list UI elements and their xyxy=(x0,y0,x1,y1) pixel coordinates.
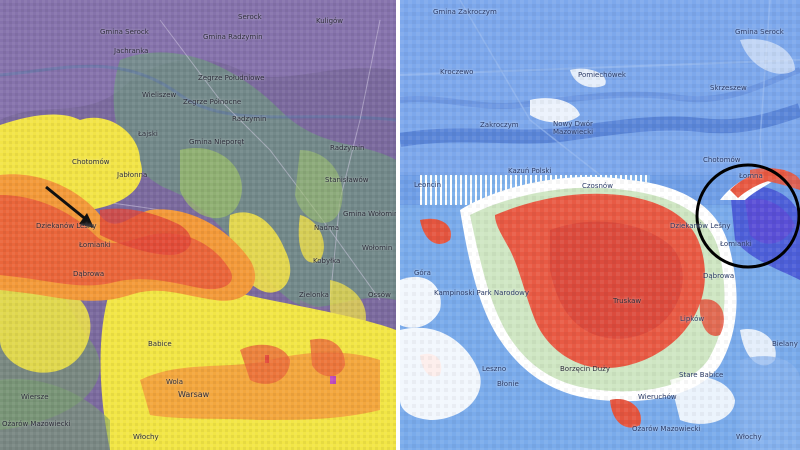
map-label-radzymin-2: Radzymin xyxy=(330,144,365,152)
map-label-gmina-wolomin: Gmina Wołomin xyxy=(343,210,396,218)
map-label-radzymin: Radzymin xyxy=(232,115,267,123)
arrow-head xyxy=(79,213,94,228)
map-label-wieliszew: Wieliszew xyxy=(142,91,177,99)
left-radar-layer xyxy=(0,0,396,450)
map-label-wiersze: Wiersze xyxy=(21,393,49,401)
map-label-dziekanow: Dziekanów Leśny xyxy=(670,222,731,230)
map-label-blonie: Błonie xyxy=(497,380,519,388)
map-label-babice: Babice xyxy=(148,340,172,348)
map-label-truskaw: Truskaw xyxy=(613,297,642,305)
map-label-gmina-serock: Gmina Serock xyxy=(735,28,784,36)
arrow-line xyxy=(45,185,89,223)
highlight-circle xyxy=(695,163,800,269)
map-label-wola: Wola xyxy=(166,378,184,386)
map-label-gmina-nieporet: Gmina Nieporęt xyxy=(189,138,245,146)
map-label-ossow: Ossów xyxy=(368,291,391,299)
map-label-stanislawow: Stanisławów xyxy=(325,176,369,184)
map-label-bielany: Bielany xyxy=(772,340,798,348)
map-label-lomna: Łomna xyxy=(739,172,763,180)
map-label-kuligow: Kuligów xyxy=(316,17,344,25)
map-label-kroczewo: Kroczewo xyxy=(440,68,474,76)
map-label-leoncin: Leoncin xyxy=(414,181,442,189)
map-label-zakroczym: Zakroczym xyxy=(480,121,519,129)
map-label-wlochy: Włochy xyxy=(133,433,159,441)
map-label-zegrze-pd: Zegrze Południowe xyxy=(198,74,265,82)
panel-divider xyxy=(396,0,400,450)
map-label-dabrowa: Dąbrowa xyxy=(703,272,735,280)
map-label-chotomow: Chotomów xyxy=(703,156,741,164)
map-label-serock: Serock xyxy=(238,13,262,21)
map-label-wlochy: Włochy xyxy=(736,433,762,441)
map-label-jachranka: Jachranka xyxy=(114,47,149,55)
map-label-gmina-radzymin: Gmina Radzymin xyxy=(203,33,263,41)
map-label-lomianki: Łomianki xyxy=(720,240,752,248)
map-label-lajski: Łajski xyxy=(138,130,158,138)
map-label-gmina-zakroczym: Gmina Zakroczym xyxy=(433,8,497,16)
map-label-lesno: Leszno xyxy=(482,365,507,373)
map-label-zielonka: Zielonka xyxy=(299,291,329,299)
map-label-pomiechowek: Pomiechówek xyxy=(578,71,626,79)
right-radar-layer xyxy=(400,0,800,450)
map-label-jablonna: Jabłonna xyxy=(117,171,148,179)
map-label-gora: Góra xyxy=(414,269,431,277)
map-label-gmina-serock: Gmina Serock xyxy=(100,28,149,36)
left-radar-map: Serock Kuligów Gmina Serock Jachranka Gm… xyxy=(0,0,396,450)
map-label-dabrowa: Dąbrowa xyxy=(73,270,105,278)
map-label-kobylka: Kobyłka xyxy=(313,257,341,265)
map-label-borzecin: Borzęcin Duży xyxy=(560,365,611,373)
map-label-wierzchow: Wieruchów xyxy=(638,393,677,401)
map-label-lomianki: Łomianki xyxy=(79,241,111,249)
map-label-dziekanow: Dziekanów Leśny xyxy=(36,222,97,230)
map-label-wolomin: Wołomin xyxy=(362,244,393,252)
map-label-stare-babice: Stare Babice xyxy=(679,371,724,379)
map-label-ozarow: Ożarów Mazowiecki xyxy=(2,420,71,428)
right-radar-map: Gmina Zakroczym Gmina Serock Kroczewo Po… xyxy=(400,0,800,450)
map-label-kampinoski: Kampinoski Park Narodowy xyxy=(434,289,530,297)
map-label-zegrze-pn: Zegrze Północne xyxy=(183,98,242,106)
map-label-skrzeszew: Skrzeszew xyxy=(710,84,747,92)
map-label-nadma: Nadma xyxy=(314,224,340,232)
map-label-czosnow: Czosnów xyxy=(582,182,613,190)
map-label-chotomow: Chotomów xyxy=(72,158,110,166)
map-label-warsaw: Warsaw xyxy=(178,390,210,399)
map-label-nowy-dwor: Nowy Dwór Mazowiecki xyxy=(553,120,594,136)
map-label-ozarow: Ożarów Mazowiecki xyxy=(632,425,701,433)
map-label-lipkow: Lipków xyxy=(680,315,705,323)
map-label-kazun: Kazuń Polski xyxy=(508,167,552,175)
